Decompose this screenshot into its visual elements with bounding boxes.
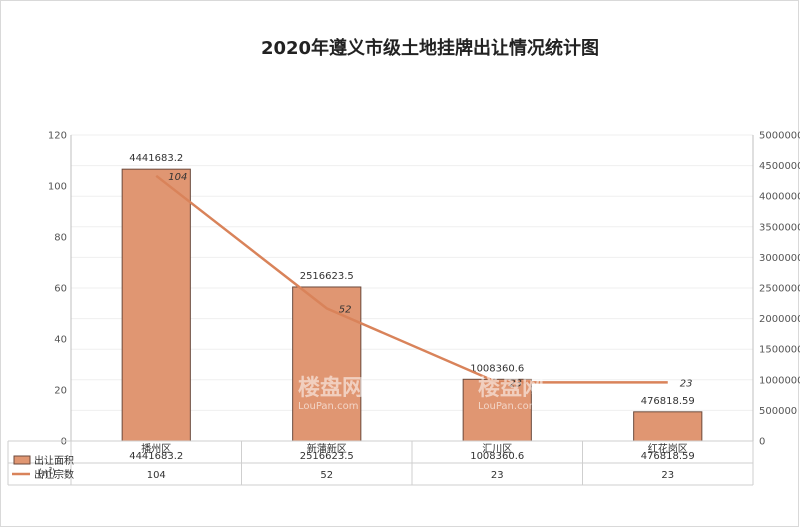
series-line bbox=[155, 174, 668, 384]
y-right-tick-label: 3500000 bbox=[759, 222, 800, 233]
table-cell-area: 1008360.6 bbox=[470, 451, 524, 462]
table-cell-count: 52 bbox=[320, 470, 333, 481]
y-right-tick-label: 2500000 bbox=[759, 284, 800, 295]
y-left-tick-label: 0 bbox=[61, 437, 67, 448]
bar bbox=[121, 168, 191, 442]
bar bbox=[292, 286, 362, 442]
line-data-label: 52 bbox=[339, 304, 352, 315]
y-left-tick-label: 60 bbox=[54, 284, 67, 295]
x-category-label: 汇川区 bbox=[482, 442, 512, 455]
watermark-logo-right: 楼盘网 bbox=[478, 375, 544, 401]
x-category-label: 播州区 bbox=[141, 442, 171, 455]
y-right-tick-label: 2000000 bbox=[759, 314, 800, 325]
y-right-tick-label: 5000000 bbox=[759, 131, 800, 142]
y-left-tick-label: 120 bbox=[48, 131, 67, 142]
table-cell-count: 104 bbox=[147, 470, 166, 481]
legend-label-area: 出让面积 bbox=[34, 454, 74, 467]
bar-data-label: 1008360.6 bbox=[470, 363, 524, 374]
y-right-tick-label: 0 bbox=[759, 437, 765, 448]
x-category-label: 新蒲新区 bbox=[307, 442, 347, 455]
y-right-tick-label: 1000000 bbox=[759, 375, 800, 386]
y-right-tick-label: 4000000 bbox=[759, 192, 800, 203]
y-right-tick-label: 500000 bbox=[759, 406, 797, 417]
table-cell-count: 23 bbox=[491, 470, 504, 481]
y-left-tick-label: 40 bbox=[54, 335, 67, 346]
watermark-logo-left: 楼盘网 bbox=[298, 375, 364, 401]
bar-data-label: 476818.59 bbox=[641, 396, 695, 407]
y-right-tick-label: 1500000 bbox=[759, 345, 800, 356]
watermark-sub-left: LouPan.com bbox=[298, 401, 358, 412]
legend-unit-area: (㎡) bbox=[38, 467, 56, 479]
table-cell-count: 23 bbox=[661, 470, 674, 481]
line-data-label: 23 bbox=[509, 378, 522, 389]
line-series: 104 52 23 23 bbox=[155, 172, 693, 389]
line-data-label: 23 bbox=[680, 378, 693, 389]
chart-title: 2020年遵义市级土地挂牌出让情况统计图 bbox=[260, 38, 600, 59]
legend-label-count: 出让宗数 bbox=[34, 468, 74, 481]
table-cell-area: 476818.59 bbox=[641, 451, 695, 462]
y-left-tick-label: 80 bbox=[54, 233, 67, 244]
y-left-tick-label: 20 bbox=[54, 386, 67, 397]
y-left-tick-label: 100 bbox=[48, 182, 67, 193]
bar-series: 4441683.2 2516623.5 1008360.6 476818.59 bbox=[121, 153, 703, 442]
x-category-label: 红花岗区 bbox=[648, 442, 688, 455]
y-right-tick-label: 4500000 bbox=[759, 161, 800, 172]
table-cell-area: 4441683.2 bbox=[129, 451, 183, 462]
y-right-tick-label: 3000000 bbox=[759, 253, 800, 264]
bar bbox=[633, 411, 703, 442]
bar-data-label: 4441683.2 bbox=[129, 153, 183, 164]
bar-data-label: 2516623.5 bbox=[300, 271, 354, 282]
table-cell-area: 2516623.5 bbox=[300, 451, 354, 462]
watermark-sub-right: LouPan.com bbox=[478, 401, 538, 412]
legend-swatch-area bbox=[13, 455, 31, 465]
line-data-label: 104 bbox=[168, 172, 187, 183]
bar bbox=[462, 378, 532, 442]
